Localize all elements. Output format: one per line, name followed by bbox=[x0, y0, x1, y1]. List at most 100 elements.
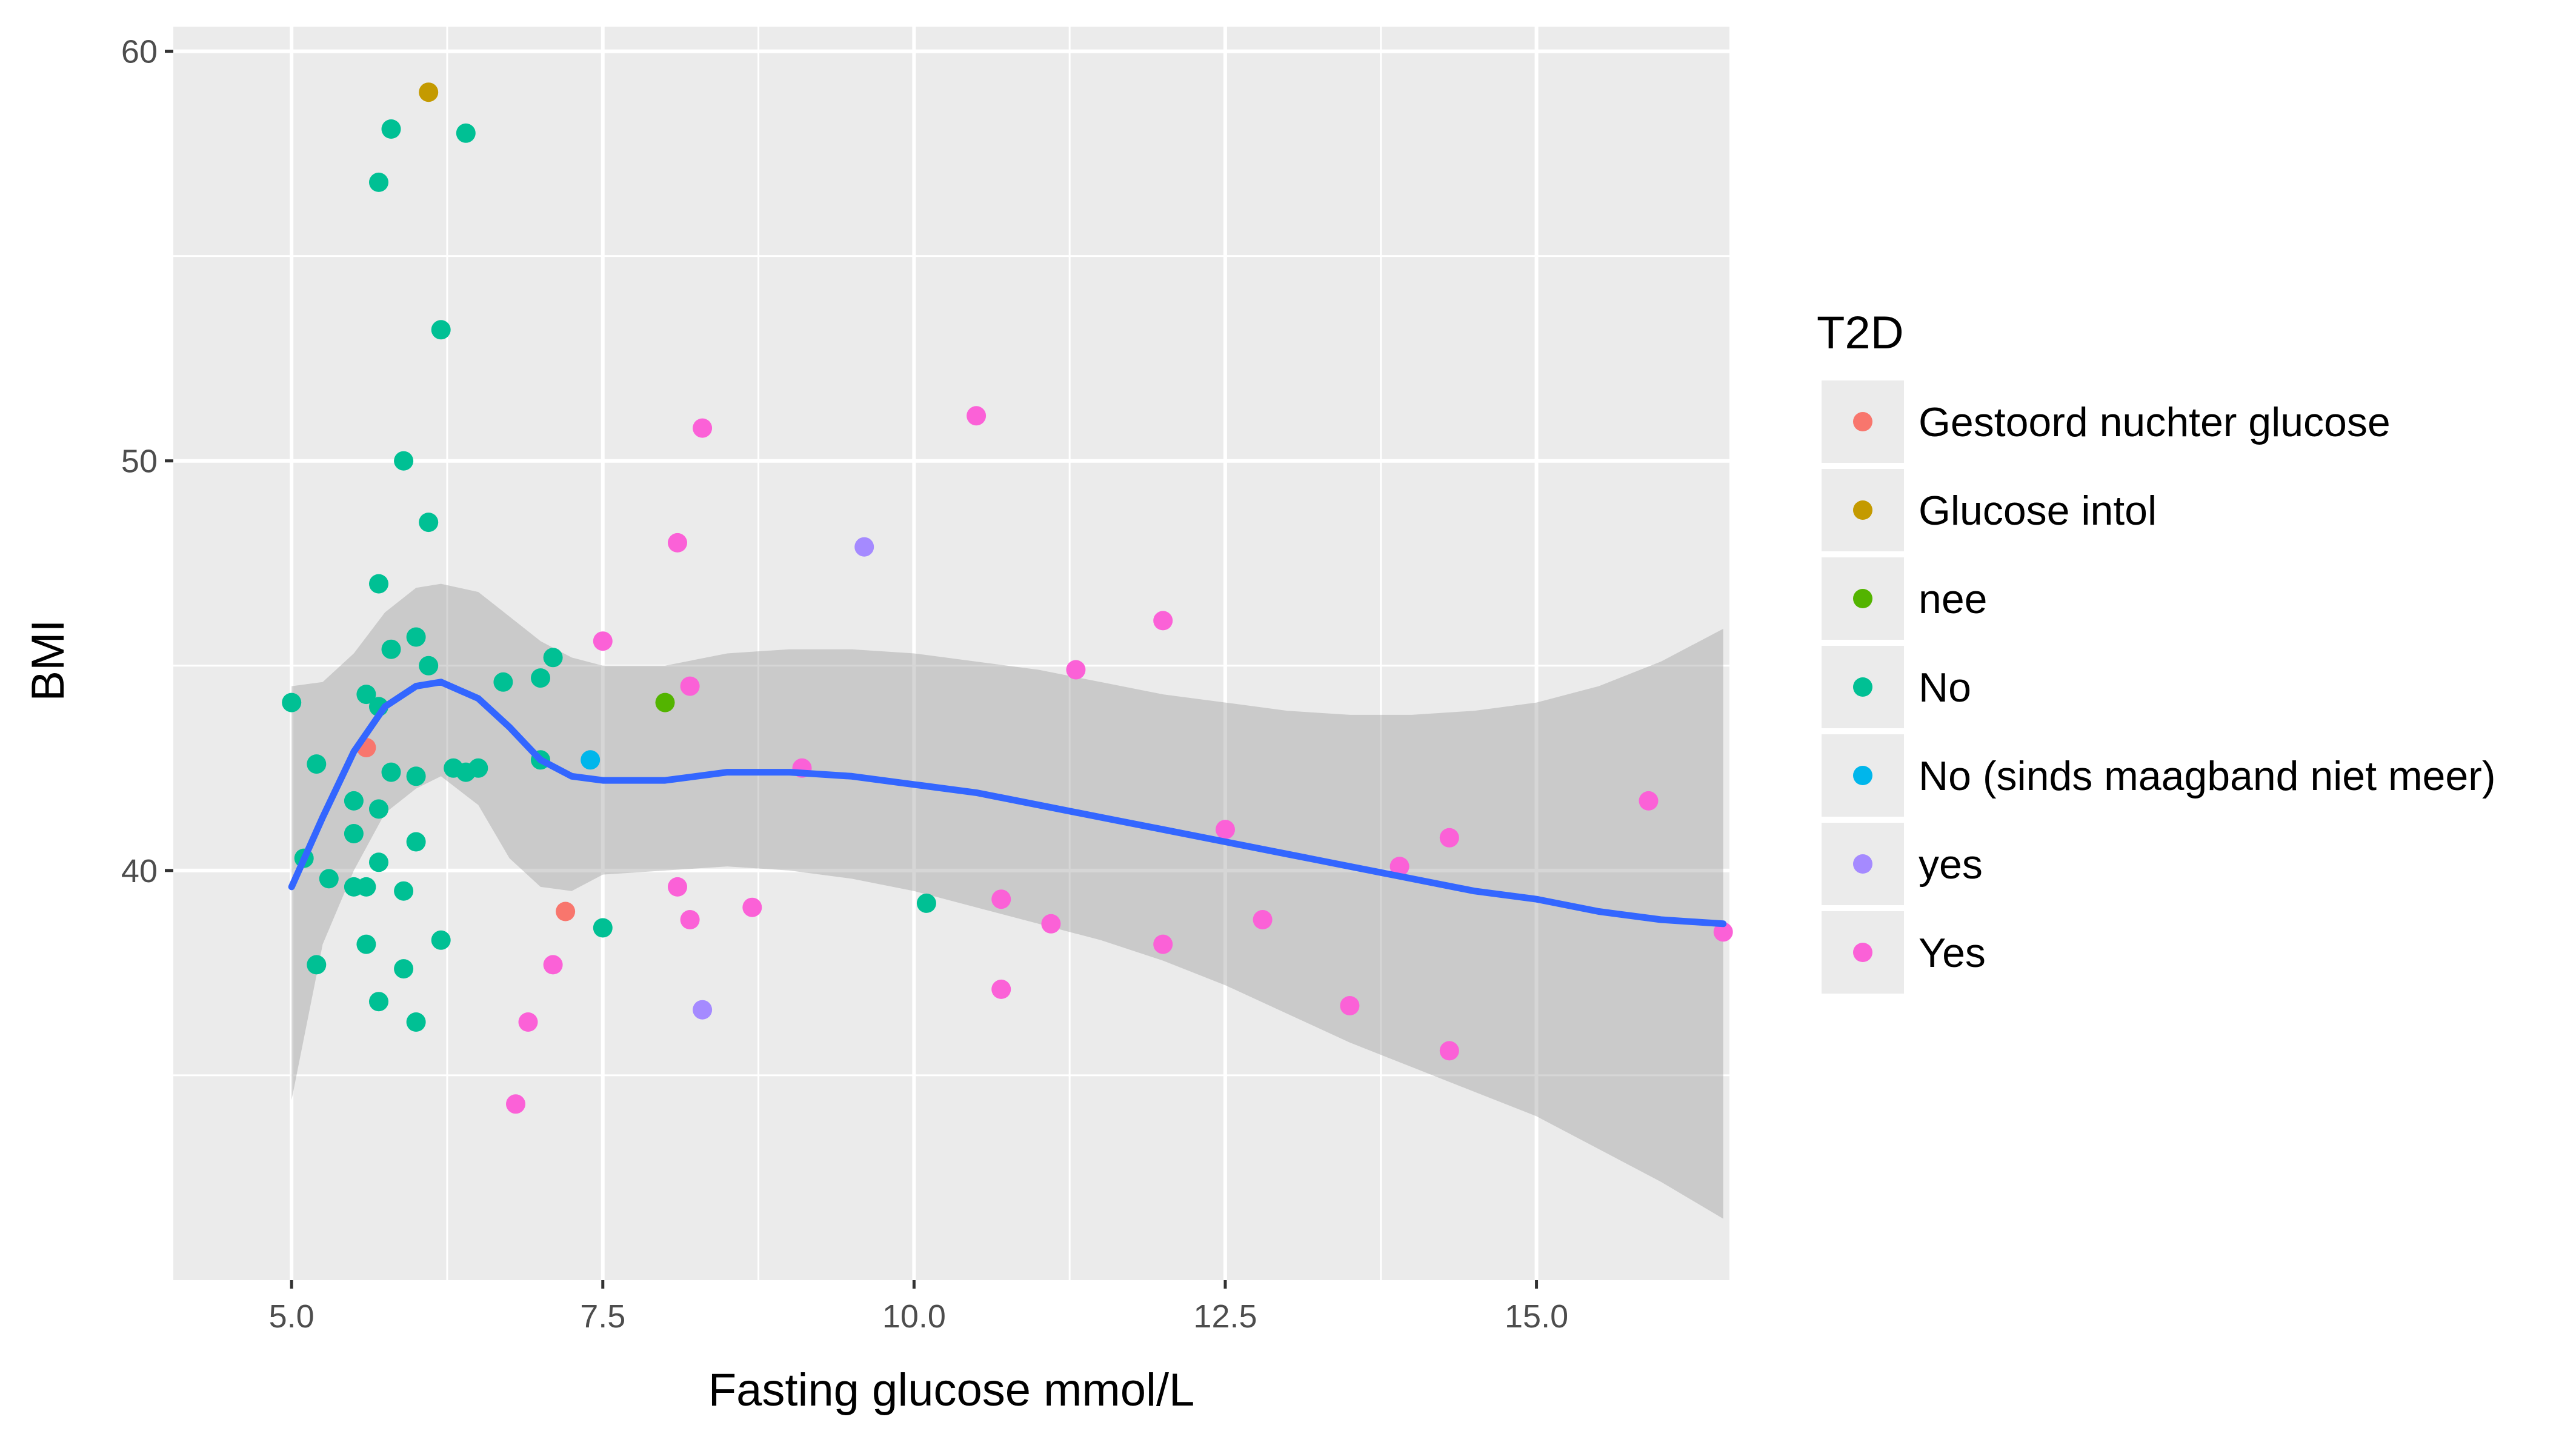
data-point bbox=[394, 881, 414, 901]
data-point bbox=[369, 799, 388, 819]
legend-swatch bbox=[1853, 412, 1872, 431]
legend-label: nee bbox=[1919, 576, 1987, 622]
legend-item: Gestoord nuchter glucose bbox=[1822, 380, 2391, 463]
data-point bbox=[319, 869, 339, 889]
data-point bbox=[543, 648, 563, 668]
x-tick-label: 5.0 bbox=[269, 1298, 315, 1335]
data-point bbox=[356, 685, 376, 705]
data-point bbox=[1390, 857, 1409, 877]
grid-lines bbox=[173, 27, 1729, 1280]
legend-label: Gestoord nuchter glucose bbox=[1919, 399, 2391, 445]
data-point bbox=[356, 877, 376, 897]
data-point bbox=[406, 1012, 426, 1032]
data-point bbox=[468, 758, 488, 778]
legend-label: Glucose intol bbox=[1919, 488, 2157, 534]
x-tick-label: 15.0 bbox=[1505, 1298, 1568, 1335]
data-points bbox=[282, 82, 1733, 1114]
axes: 5.0 7.5 10.0 12.5 15.0 40 50 60 bbox=[121, 34, 1568, 1335]
y-tick-label: 60 bbox=[121, 34, 158, 70]
data-point bbox=[593, 631, 613, 651]
series-glucose-intol bbox=[419, 82, 439, 102]
data-point bbox=[406, 832, 426, 852]
legend-swatch bbox=[1853, 766, 1872, 785]
legend-swatch bbox=[1853, 500, 1872, 520]
legend-item: yes bbox=[1822, 823, 1983, 905]
data-point bbox=[356, 934, 376, 954]
data-point bbox=[967, 406, 987, 426]
data-point bbox=[394, 959, 414, 979]
data-point bbox=[307, 955, 327, 975]
y-axis-title: BMI bbox=[22, 619, 74, 701]
data-point bbox=[1639, 791, 1659, 811]
series-no-sinds-maagband-niet-meer- bbox=[581, 750, 601, 770]
data-point bbox=[668, 533, 687, 553]
data-point bbox=[1713, 922, 1733, 942]
data-point bbox=[991, 889, 1011, 909]
legend-title: T2D bbox=[1817, 307, 1904, 359]
data-point bbox=[344, 824, 364, 843]
data-point bbox=[556, 901, 576, 921]
data-point bbox=[991, 979, 1011, 999]
data-point bbox=[1066, 660, 1086, 680]
data-point bbox=[1216, 820, 1235, 840]
y-tick-label: 40 bbox=[121, 853, 158, 889]
data-point bbox=[419, 656, 439, 676]
series-yes bbox=[506, 406, 1733, 1114]
data-point bbox=[369, 992, 388, 1012]
legend-label: Yes bbox=[1919, 930, 1986, 976]
data-point bbox=[680, 910, 700, 929]
data-point bbox=[916, 893, 936, 913]
data-point bbox=[593, 918, 613, 938]
data-point bbox=[406, 766, 426, 786]
data-point bbox=[543, 955, 563, 975]
data-point bbox=[419, 82, 439, 102]
legend-swatch bbox=[1853, 677, 1872, 697]
legend-label: No bbox=[1919, 665, 1971, 711]
data-point bbox=[1153, 611, 1173, 631]
x-tick-label: 7.5 bbox=[580, 1298, 625, 1335]
data-point bbox=[742, 897, 762, 917]
data-point bbox=[406, 627, 426, 647]
smooth-line bbox=[288, 679, 1727, 928]
data-point bbox=[668, 877, 687, 897]
data-point bbox=[655, 692, 675, 712]
data-point bbox=[1041, 914, 1061, 934]
legend-item: nee bbox=[1822, 557, 1987, 640]
data-point bbox=[431, 930, 451, 950]
x-tick-label: 10.0 bbox=[882, 1298, 946, 1335]
data-point bbox=[394, 451, 414, 471]
data-point bbox=[680, 676, 700, 696]
data-point bbox=[1153, 934, 1173, 954]
data-point bbox=[1439, 828, 1459, 848]
x-axis-title: Fasting glucose mmol/L bbox=[708, 1364, 1195, 1416]
data-point bbox=[419, 513, 439, 533]
legend: T2D Gestoord nuchter glucose Glucose into… bbox=[1817, 307, 2495, 994]
data-point bbox=[581, 750, 601, 770]
data-point bbox=[1439, 1041, 1459, 1061]
data-point bbox=[493, 672, 513, 692]
legend-swatch bbox=[1853, 589, 1872, 608]
data-point bbox=[1253, 910, 1273, 929]
data-point bbox=[693, 418, 713, 438]
data-point bbox=[369, 852, 388, 872]
series-nee bbox=[655, 692, 675, 712]
loess-line bbox=[288, 679, 1727, 928]
data-point bbox=[381, 119, 401, 139]
legend-item: No bbox=[1822, 646, 1971, 728]
data-point bbox=[456, 123, 476, 143]
data-point bbox=[369, 574, 388, 594]
y-tick-label: 50 bbox=[121, 443, 158, 480]
data-point bbox=[506, 1094, 525, 1114]
data-point bbox=[307, 754, 327, 774]
data-point bbox=[381, 762, 401, 782]
legend-item: Glucose intol bbox=[1822, 469, 2157, 551]
data-point bbox=[854, 537, 874, 557]
data-point bbox=[693, 1000, 713, 1020]
legend-item: No (sinds maagband niet meer) bbox=[1822, 734, 2495, 817]
data-point bbox=[381, 639, 401, 659]
data-point bbox=[431, 320, 451, 340]
legend-swatch bbox=[1853, 943, 1872, 962]
panel-background bbox=[173, 27, 1729, 1280]
data-point bbox=[518, 1012, 538, 1032]
